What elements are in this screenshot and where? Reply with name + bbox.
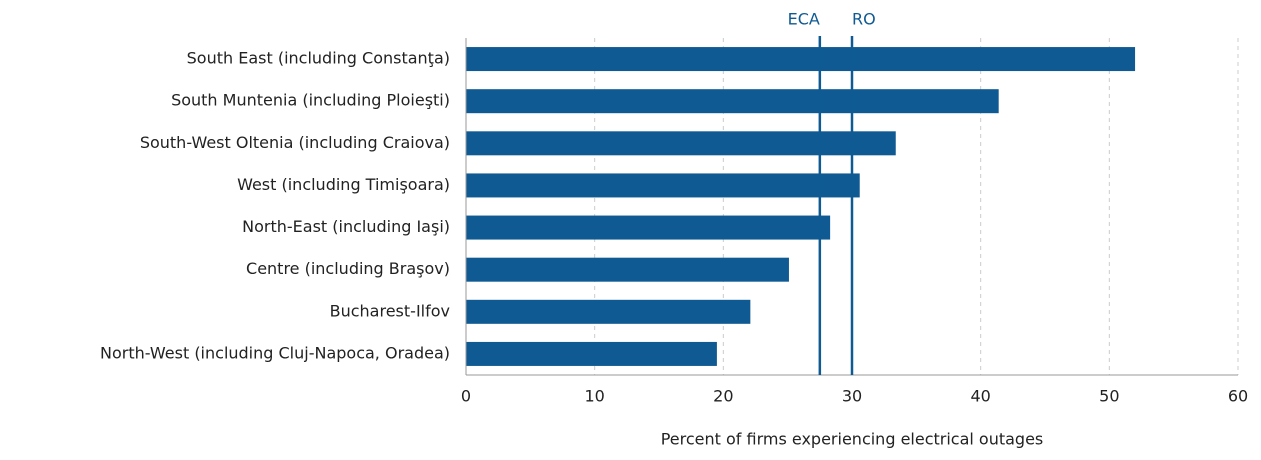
- x-tick-label: 50: [1099, 387, 1119, 406]
- x-tick-label: 20: [713, 387, 733, 406]
- reference-label: RO: [852, 10, 876, 29]
- bar: [466, 173, 860, 198]
- bar: [466, 257, 789, 282]
- y-tick-label: North-East (including Iaşi): [242, 217, 450, 236]
- y-tick-label: South East (including Constanţa): [187, 49, 450, 68]
- y-tick-label: North-West (including Cluj-Napoca, Orade…: [100, 343, 450, 362]
- y-tick-label: West (including Timişoara): [237, 175, 450, 194]
- y-tick-label: South Muntenia (including Ploieşti): [171, 91, 450, 110]
- x-axis-label: Percent of firms experiencing electrical…: [661, 430, 1044, 449]
- bar: [466, 47, 1136, 72]
- x-tick-label: 40: [970, 387, 990, 406]
- bar: [466, 215, 831, 240]
- bar: [466, 89, 999, 114]
- reference-label: ECA: [788, 10, 820, 29]
- x-tick-label: 10: [584, 387, 604, 406]
- bar: [466, 341, 717, 366]
- y-tick-label: Bucharest-Ilfov: [330, 301, 450, 320]
- x-tick-label: 30: [842, 387, 862, 406]
- x-tick-label: 0: [461, 387, 471, 406]
- bar: [466, 131, 896, 156]
- bar: [466, 299, 751, 324]
- x-tick-label: 60: [1228, 387, 1248, 406]
- y-tick-label: Centre (including Braşov): [246, 259, 450, 278]
- y-tick-label: South-West Oltenia (including Craiova): [140, 133, 450, 152]
